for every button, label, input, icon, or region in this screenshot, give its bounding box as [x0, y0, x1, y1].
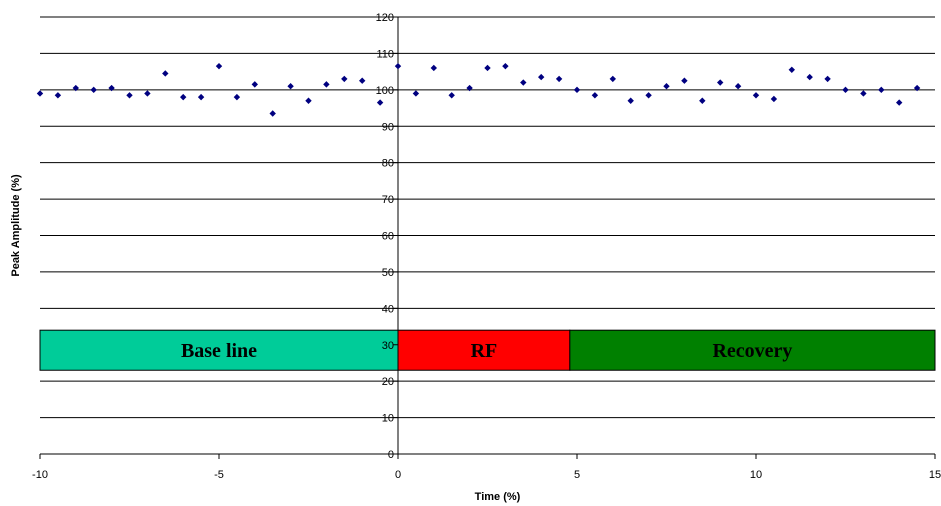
data-point — [627, 97, 634, 104]
data-point — [359, 77, 366, 84]
data-points — [36, 62, 921, 117]
data-point — [824, 75, 831, 83]
y-tick-label: 90 — [382, 121, 394, 133]
x-tick-label: 5 — [574, 469, 580, 481]
data-point — [502, 62, 509, 70]
data-point — [770, 95, 778, 103]
data-point — [323, 81, 330, 88]
x-tick-label: 0 — [395, 469, 401, 481]
y-tick-label: 30 — [382, 340, 394, 352]
data-point — [72, 84, 79, 92]
data-point — [197, 93, 205, 101]
data-point — [126, 92, 133, 99]
data-point — [162, 70, 169, 77]
phase-bands: Base line RF Recovery — [39, 329, 936, 371]
y-tick-label: 10 — [382, 413, 394, 425]
data-point — [305, 97, 312, 104]
data-point — [717, 79, 724, 86]
y-tick-label: 110 — [376, 48, 394, 60]
data-point — [734, 82, 742, 90]
y-tick-label: 20 — [382, 376, 394, 388]
x-tick-label: -5 — [214, 469, 224, 481]
data-point — [287, 82, 294, 90]
data-point — [681, 77, 688, 84]
data-point — [860, 90, 867, 97]
data-point — [555, 75, 563, 83]
data-point — [609, 75, 616, 83]
band-recovery — [569, 329, 936, 371]
data-point — [699, 97, 706, 104]
band-label-rf: RF — [471, 340, 498, 362]
data-point — [394, 62, 402, 70]
data-point — [448, 92, 455, 99]
data-point — [251, 81, 258, 88]
data-point — [913, 84, 921, 92]
band-base-line — [39, 329, 399, 371]
y-tick-label: 70 — [382, 194, 394, 206]
band-label-recovery: Recovery — [712, 340, 792, 362]
data-point — [215, 62, 223, 70]
data-point — [538, 73, 545, 81]
data-point — [663, 82, 670, 90]
x-tick-label: -10 — [32, 469, 48, 481]
data-point — [144, 90, 151, 97]
data-point — [376, 99, 384, 106]
data-point — [233, 93, 241, 101]
data-point — [466, 84, 473, 92]
y-tick-label: 0 — [388, 449, 394, 461]
x-tick-label: 15 — [929, 469, 941, 481]
band-rf — [397, 329, 571, 371]
axes: -10 -5 0 5 10 15 0 10 20 30 40 50 60 70 80 90 100 110 120 — [32, 12, 941, 481]
data-point — [573, 86, 581, 94]
y-tick-label: 120 — [376, 12, 394, 24]
data-point — [412, 90, 420, 97]
data-point — [36, 90, 44, 97]
data-point — [341, 75, 348, 83]
y-tick-label: 60 — [382, 231, 394, 243]
data-point — [54, 92, 62, 99]
data-point — [484, 64, 491, 72]
band-label-base-line: Base line — [181, 340, 257, 362]
y-tick-label: 40 — [382, 303, 394, 315]
data-point — [645, 92, 652, 99]
data-point — [520, 79, 527, 86]
data-point — [591, 92, 599, 99]
data-point — [806, 73, 813, 81]
y-axis-title: Peak Amplitude (%) — [10, 174, 22, 277]
y-tick-label: 100 — [376, 85, 394, 97]
data-point — [842, 86, 849, 94]
data-point — [788, 66, 795, 74]
data-point — [180, 93, 187, 101]
data-point — [108, 84, 115, 92]
y-tick-label: 50 — [382, 267, 394, 279]
data-point — [878, 86, 885, 94]
x-tick-label: 10 — [750, 469, 762, 481]
data-point — [752, 92, 760, 99]
data-point — [90, 86, 97, 94]
y-tick-label: 80 — [382, 158, 394, 170]
data-point — [896, 99, 903, 106]
data-point — [430, 64, 437, 72]
data-point — [269, 110, 276, 117]
x-axis-title: Time (%) — [475, 491, 521, 503]
